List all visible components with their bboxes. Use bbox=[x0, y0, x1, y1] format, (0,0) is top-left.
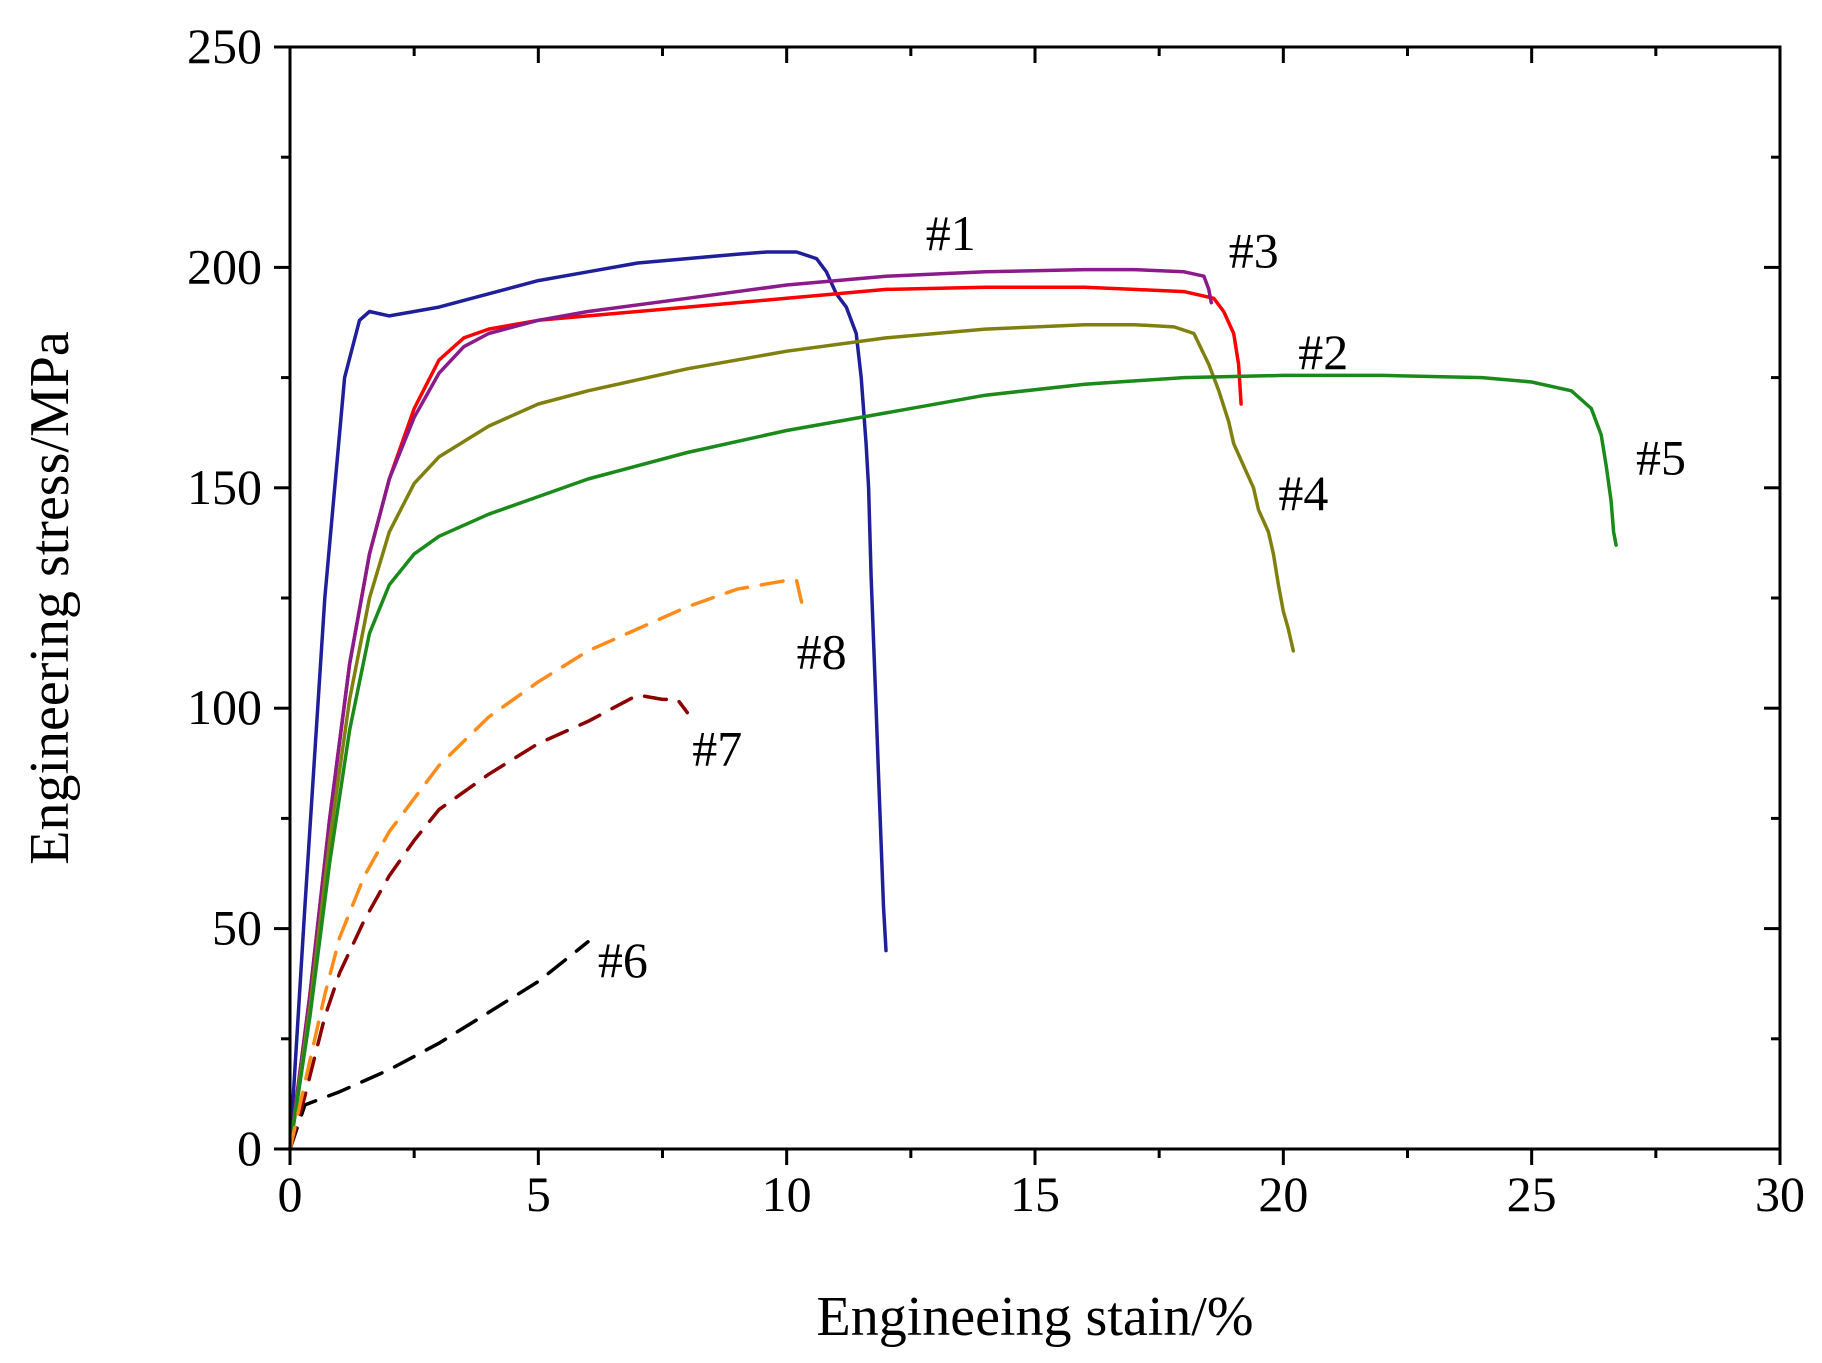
series-line-8 bbox=[288, 578, 804, 1151]
series-line-4 bbox=[288, 322, 1296, 1151]
x-tick-label: 25 bbox=[1507, 1166, 1557, 1222]
series-line-5 bbox=[288, 373, 1618, 1151]
labels-layer: 0 5 10 15 20 25 30 0 50 100 150 200 250 #1 #2 #3 #4 #5 #6 #… bbox=[187, 18, 1805, 1222]
y-tick-label: 50 bbox=[212, 900, 262, 956]
series-line-2 bbox=[288, 285, 1243, 1151]
y-tick-label: 100 bbox=[187, 679, 262, 735]
series-label-4: #4 bbox=[1278, 465, 1328, 521]
y-tick-label: 150 bbox=[187, 459, 262, 515]
series-label-8: #8 bbox=[797, 624, 847, 680]
series-line-1 bbox=[288, 250, 888, 1151]
x-axis-title: Engineeing stain/% bbox=[816, 1286, 1253, 1348]
series-label-2: #2 bbox=[1298, 324, 1348, 380]
x-tick-label: 5 bbox=[526, 1166, 551, 1222]
y-tick-label: 200 bbox=[187, 238, 262, 294]
series-label-5: #5 bbox=[1636, 430, 1686, 486]
series-line-6 bbox=[288, 940, 590, 1151]
x-tick-label: 20 bbox=[1258, 1166, 1308, 1222]
x-tick-label: 30 bbox=[1755, 1166, 1805, 1222]
y-tick-label: 250 bbox=[187, 18, 262, 74]
x-tick-label: 10 bbox=[762, 1166, 812, 1222]
series-label-7: #7 bbox=[692, 721, 742, 777]
series-layer bbox=[288, 250, 1618, 1151]
y-axis-title: Engineering stress/MPa bbox=[19, 331, 81, 865]
x-tick-label: 15 bbox=[1010, 1166, 1060, 1222]
plot-frame bbox=[288, 45, 1782, 1151]
ticks-layer bbox=[274, 45, 1782, 1165]
series-line-3 bbox=[288, 267, 1214, 1151]
y-tick-label: 0 bbox=[237, 1120, 262, 1176]
series-label-3: #3 bbox=[1229, 222, 1279, 278]
x-tick-label: 0 bbox=[278, 1166, 303, 1222]
series-line-7 bbox=[288, 693, 690, 1151]
series-label-1: #1 bbox=[926, 205, 976, 261]
series-label-6: #6 bbox=[598, 932, 648, 988]
